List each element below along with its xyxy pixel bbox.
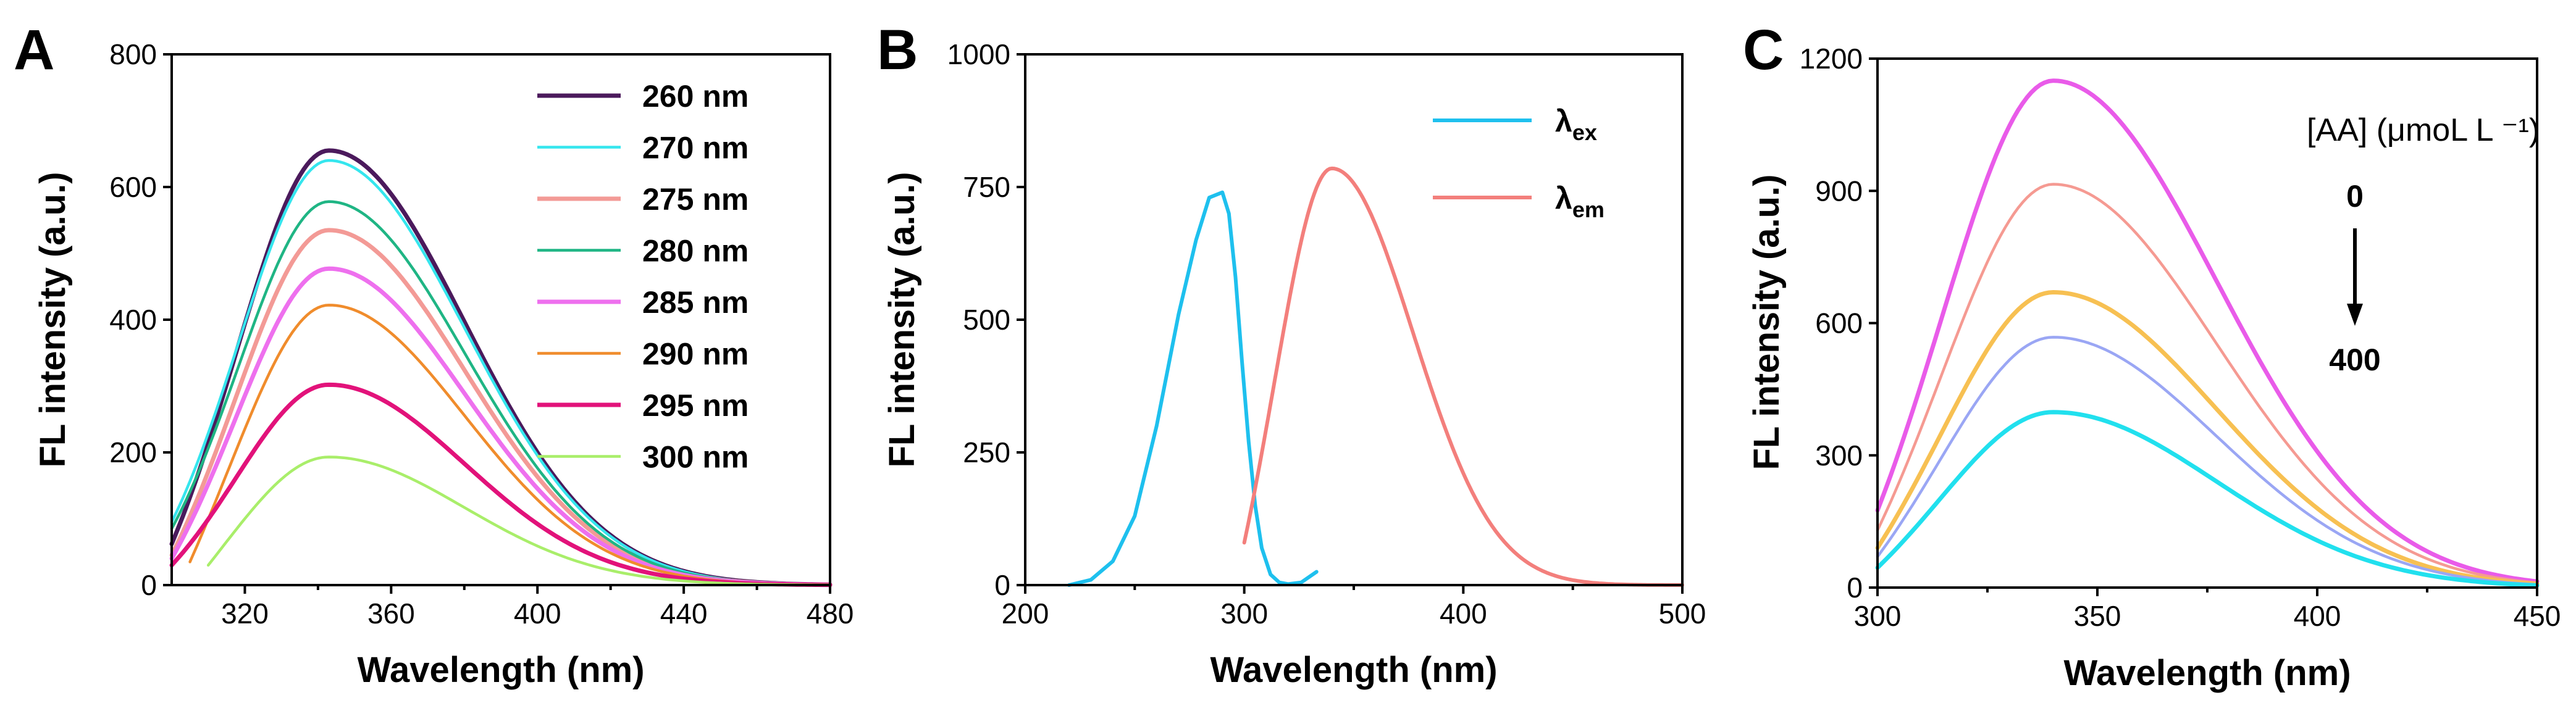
panel-b-xlabel: Wavelength (nm): [1210, 650, 1497, 690]
x-tick-label: 450: [2514, 600, 2561, 632]
panel-a-xlabel: Wavelength (nm): [357, 650, 644, 690]
y-tick-label: 400: [109, 304, 157, 336]
panel-a-label: A: [14, 19, 54, 81]
y-tick-label: 800: [109, 38, 157, 70]
y-tick-label: 600: [109, 171, 157, 203]
panel-a: A 320 360 400 440 480 0 200 400 600 800 Wavelengt…: [14, 19, 854, 690]
y-tick-label: 0: [141, 569, 157, 601]
series-line-1-0: [1067, 190, 1319, 587]
x-tick-label: 500: [1659, 597, 1706, 630]
x-tick-label: 300: [1854, 600, 1902, 632]
panel-b-legend: λex λem: [1433, 104, 1605, 222]
y-tick-label: 250: [963, 436, 1010, 468]
panel-b-ylabel: FL intensity (a.u.): [882, 172, 922, 467]
panel-a-legend: 260 nm 270 nm 275 nm 280 nm 285 nm 290 nm 295 …: [537, 79, 749, 475]
x-tick-label: 200: [1002, 597, 1049, 630]
x-tick-label: 300: [1220, 597, 1268, 630]
y-tick-label: 200: [109, 436, 157, 468]
legend-label: 285 nm: [642, 285, 749, 320]
panel-c-ylabel: FL intensity (a.u.): [1747, 174, 1787, 470]
y-tick-label: 1000: [947, 38, 1010, 70]
panel-a-ylabel: FL intensity (a.u.): [33, 172, 73, 467]
panel-a-ticks: 320 360 400 440 480 0 200 400 600 800: [109, 38, 854, 630]
legend-label: λex: [1555, 104, 1597, 145]
legend-label: λem: [1555, 181, 1605, 222]
x-tick-label: 400: [1440, 597, 1487, 630]
series-line-2-0: [1875, 78, 2540, 584]
panel-c-annotation-title: [AA] (μmoL L ⁻¹): [2307, 112, 2540, 148]
legend-label: 275 nm: [642, 182, 749, 217]
y-tick-label: 750: [963, 171, 1010, 203]
panel-b-series: [1067, 166, 1684, 587]
panel-c-arrow-head: [2347, 304, 2363, 326]
x-tick-label: 480: [807, 597, 854, 630]
y-tick-label: 300: [1815, 439, 1863, 472]
series-line-2-4: [1875, 410, 2540, 588]
y-tick-label: 1200: [1800, 43, 1863, 75]
panel-c-annotation-bottom: 400: [2329, 343, 2380, 377]
legend-label: 290 nm: [642, 337, 749, 372]
panel-b-label: B: [877, 19, 918, 81]
legend-label: 280 nm: [642, 234, 749, 268]
x-tick-label: 400: [514, 597, 561, 630]
series-line-2-3: [1876, 336, 2539, 586]
series-line-0-7: [206, 455, 832, 587]
legend-label: 300 nm: [642, 440, 749, 475]
legend-label: 295 nm: [642, 388, 749, 423]
y-tick-label: 0: [994, 569, 1010, 601]
panel-c-series: [1875, 78, 2540, 588]
series-line-2-2: [1875, 290, 2540, 586]
series-line-2-1: [1876, 183, 2539, 584]
x-tick-label: 400: [2294, 600, 2341, 632]
x-tick-label: 360: [367, 597, 415, 630]
series-line-1-1: [1242, 166, 1684, 587]
panel-a-series: [169, 148, 833, 588]
y-tick-label: 900: [1815, 175, 1863, 207]
panel-c-xlabel: Wavelength (nm): [2063, 653, 2351, 693]
legend-label: 270 nm: [642, 131, 749, 165]
panel-b-ticks: 200 300 400 500 0 250 500 750 1000: [947, 38, 1706, 630]
y-tick-label: 500: [963, 304, 1010, 336]
legend-label: 260 nm: [642, 79, 749, 114]
x-tick-label: 350: [2074, 600, 2121, 632]
panel-b: B 200 300 400 500 0 250 500 750 1000 Wavelength …: [877, 19, 1706, 690]
panel-c-annotation-top: 0: [2346, 179, 2364, 214]
y-tick-label: 600: [1815, 307, 1863, 339]
x-tick-label: 320: [221, 597, 269, 630]
y-tick-label: 0: [1847, 572, 1863, 604]
x-tick-label: 440: [660, 597, 708, 630]
panel-c-label: C: [1743, 19, 1784, 81]
